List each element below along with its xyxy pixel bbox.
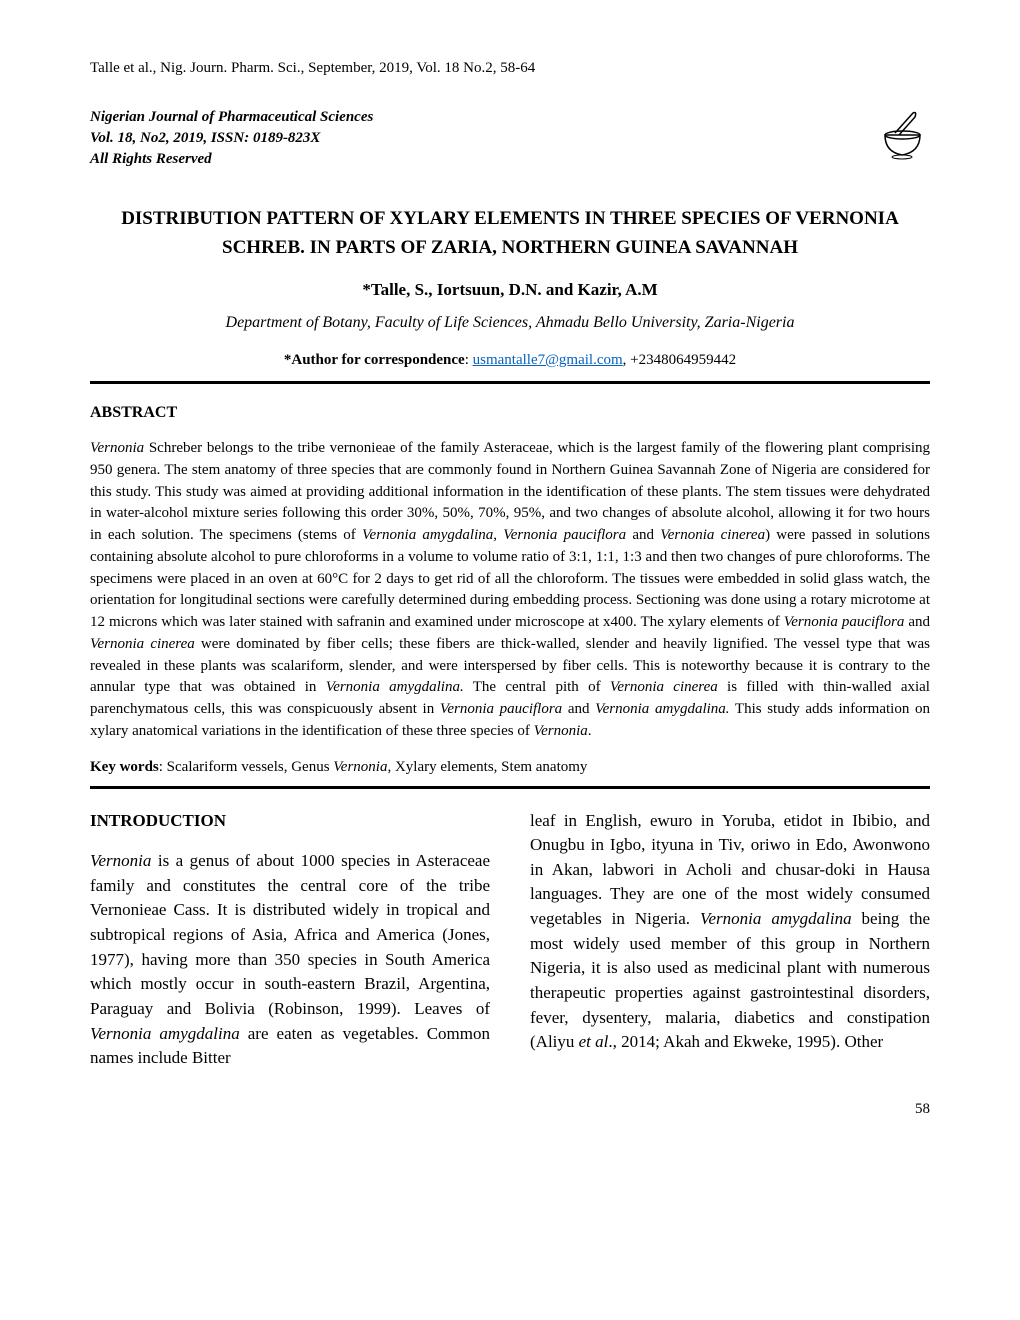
abstract-heading: ABSTRACT — [90, 404, 930, 422]
affiliation: Department of Botany, Faculty of Life Sc… — [90, 314, 930, 332]
correspondence-phone: , +2348064959442 — [623, 352, 736, 368]
mortar-pestle-icon — [875, 107, 930, 162]
body-columns: INTRODUCTION Vernonia is a genus of abou… — [90, 809, 930, 1071]
body-text-left: Vernonia is a genus of about 1000 specie… — [90, 849, 490, 1071]
divider-top — [90, 381, 930, 384]
page-number: 58 — [90, 1101, 930, 1118]
article-title: DISTRIBUTION PATTERN OF XYLARY ELEMENTS … — [90, 205, 930, 262]
journal-rights: All Rights Reserved — [90, 149, 373, 170]
keywords: Key words: Scalariform vessels, Genus Ve… — [90, 759, 930, 776]
correspondence-email[interactable]: usmantalle7@gmail.com — [473, 352, 623, 368]
divider-bottom — [90, 786, 930, 789]
introduction-heading: INTRODUCTION — [90, 809, 490, 834]
body-column-right: leaf in English, ewuro in Yoruba, etidot… — [530, 809, 930, 1071]
correspondence: *Author for correspondence: usmantalle7@… — [90, 352, 930, 369]
journal-name: Nigerian Journal of Pharmaceutical Scien… — [90, 107, 373, 128]
authors: *Talle, S., Iortsuun, D.N. and Kazir, A.… — [90, 280, 930, 300]
journal-header-row: Nigerian Journal of Pharmaceutical Scien… — [90, 107, 930, 170]
keywords-label: Key words — [90, 759, 159, 775]
journal-volume: Vol. 18, No2, 2019, ISSN: 0189-823X — [90, 128, 373, 149]
abstract-text: Vernonia Schreber belongs to the tribe v… — [90, 438, 930, 743]
body-text-right: leaf in English, ewuro in Yoruba, etidot… — [530, 809, 930, 1055]
body-column-left: INTRODUCTION Vernonia is a genus of abou… — [90, 809, 490, 1071]
correspondence-label: *Author for correspondence — [284, 352, 465, 368]
journal-info: Nigerian Journal of Pharmaceutical Scien… — [90, 107, 373, 170]
running-header: Talle et al., Nig. Journ. Pharm. Sci., S… — [90, 60, 930, 77]
